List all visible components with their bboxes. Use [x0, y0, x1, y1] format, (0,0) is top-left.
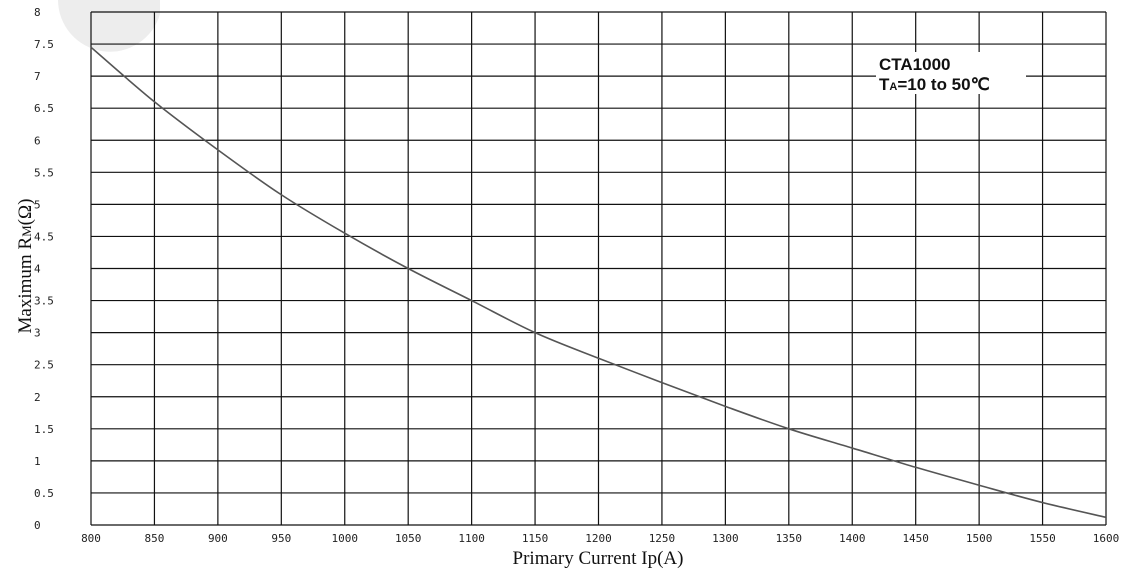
y-tick-labels: 0 0.5 1 1.5 2 2.5 3 3.5 4 4.5 5 5.5 6 6.5 7 7.5 8 — [34, 6, 54, 532]
series-layer — [90, 46, 1107, 519]
x-tick-label: 1600 — [1093, 532, 1120, 545]
y-tick-label: 3.5 — [34, 295, 54, 308]
y-tick-label: 6 — [34, 134, 41, 147]
annotation-line-2-sub: A — [889, 81, 897, 93]
x-axis-title: Primary Current Ip(A) — [513, 548, 684, 569]
annotation-background — [876, 52, 1026, 94]
y-axis-title: Maximum RM(Ω) — [15, 199, 36, 334]
x-tick-label: 1300 — [712, 532, 739, 545]
y-tick-label: 8 — [34, 6, 41, 19]
y-tick-label: 5.5 — [34, 166, 54, 179]
x-tick-label: 1150 — [522, 532, 549, 545]
x-tick-label: 1250 — [649, 532, 676, 545]
annotation-line-2-tail: =10 to 50℃ — [897, 75, 989, 94]
x-tick-label: 1050 — [395, 532, 422, 545]
y-tick-label: 0.5 — [34, 487, 54, 500]
x-tick-label: 1200 — [585, 532, 612, 545]
y-tick-label: 2.5 — [34, 359, 54, 372]
y-tick-label: 6.5 — [34, 102, 54, 115]
x-tick-label: 850 — [145, 532, 165, 545]
annotation-line-2: TA=10 to 50℃ — [879, 75, 990, 94]
y-tick-label: 4.5 — [34, 230, 54, 243]
x-tick-label: 950 — [271, 532, 291, 545]
y-tick-label: 1.5 — [34, 423, 54, 436]
x-tick-label: 900 — [208, 532, 228, 545]
x-tick-label: 1400 — [839, 532, 866, 545]
y-tick-label: 1 — [34, 455, 41, 468]
y-axis-title-main: Maximum R — [15, 237, 36, 334]
y-axis-title-tail: (Ω) — [15, 199, 36, 226]
x-tick-label: 1100 — [458, 532, 485, 545]
y-tick-label: 3 — [34, 327, 41, 340]
series-line — [90, 46, 1107, 519]
y-axis-title-sub: M — [19, 225, 34, 237]
watermark-arc — [58, 0, 160, 52]
grid — [90, 11, 1107, 526]
x-tick-label: 1550 — [1029, 532, 1056, 545]
y-tick-label: 2 — [34, 391, 41, 404]
annotation-line-1: CTA1000 — [879, 55, 951, 74]
x-tick-labels: 800 850 900 950 1000 1050 1100 1150 1200 1250 1300… — [81, 532, 1119, 545]
x-tick-label: 800 — [81, 532, 101, 545]
x-tick-label: 1450 — [902, 532, 929, 545]
y-tick-label: 5 — [34, 198, 41, 211]
x-tick-label: 1350 — [776, 532, 803, 545]
annotation-line-2-main: T — [879, 75, 890, 94]
y-tick-label: 7 — [34, 70, 41, 83]
x-tick-label: 1500 — [966, 532, 993, 545]
y-tick-label: 7.5 — [34, 38, 54, 51]
x-tick-label: 1000 — [332, 532, 359, 545]
y-tick-label: 0 — [34, 519, 41, 532]
y-tick-label: 4 — [34, 263, 41, 276]
